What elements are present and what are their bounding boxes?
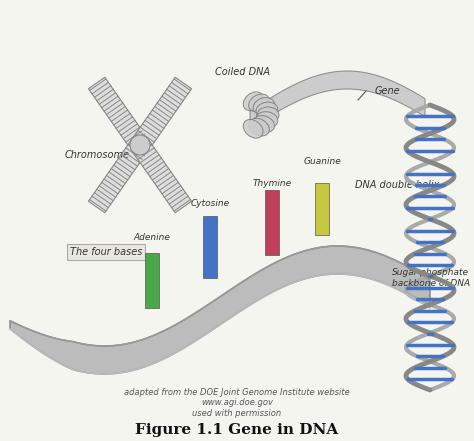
Bar — [265, 190, 279, 255]
Bar — [315, 183, 329, 235]
Polygon shape — [89, 139, 148, 213]
Text: Thymine: Thymine — [253, 179, 292, 188]
Polygon shape — [132, 139, 191, 213]
Text: Chromosome: Chromosome — [65, 150, 130, 160]
Text: Guanine: Guanine — [303, 157, 341, 166]
Text: DNA double helix: DNA double helix — [355, 180, 439, 190]
Ellipse shape — [243, 92, 263, 111]
Text: Figure 1.1 Gene in DNA: Figure 1.1 Gene in DNA — [136, 423, 338, 437]
Ellipse shape — [253, 97, 274, 114]
Polygon shape — [250, 71, 425, 129]
Ellipse shape — [249, 94, 269, 112]
Ellipse shape — [249, 118, 269, 136]
Polygon shape — [89, 77, 148, 151]
Ellipse shape — [253, 116, 274, 132]
Text: Coiled DNA: Coiled DNA — [216, 67, 271, 77]
Text: Gene: Gene — [375, 86, 401, 96]
Text: The four bases: The four bases — [70, 247, 142, 257]
Text: Cytosine: Cytosine — [191, 199, 229, 208]
Text: adapted from the DOE Joint Genome Institute website
www.agi.doe.gov
used with pe: adapted from the DOE Joint Genome Instit… — [124, 388, 350, 418]
Polygon shape — [10, 246, 430, 374]
Ellipse shape — [256, 102, 278, 118]
Bar — [145, 253, 159, 308]
Ellipse shape — [256, 112, 278, 128]
Polygon shape — [132, 77, 191, 151]
Text: Sugar-phosphate
backbone of DNA: Sugar-phosphate backbone of DNA — [392, 268, 470, 288]
Bar — [203, 216, 217, 278]
Circle shape — [130, 135, 150, 155]
Ellipse shape — [257, 107, 279, 123]
Text: Adenine: Adenine — [134, 233, 171, 242]
Ellipse shape — [243, 120, 263, 138]
